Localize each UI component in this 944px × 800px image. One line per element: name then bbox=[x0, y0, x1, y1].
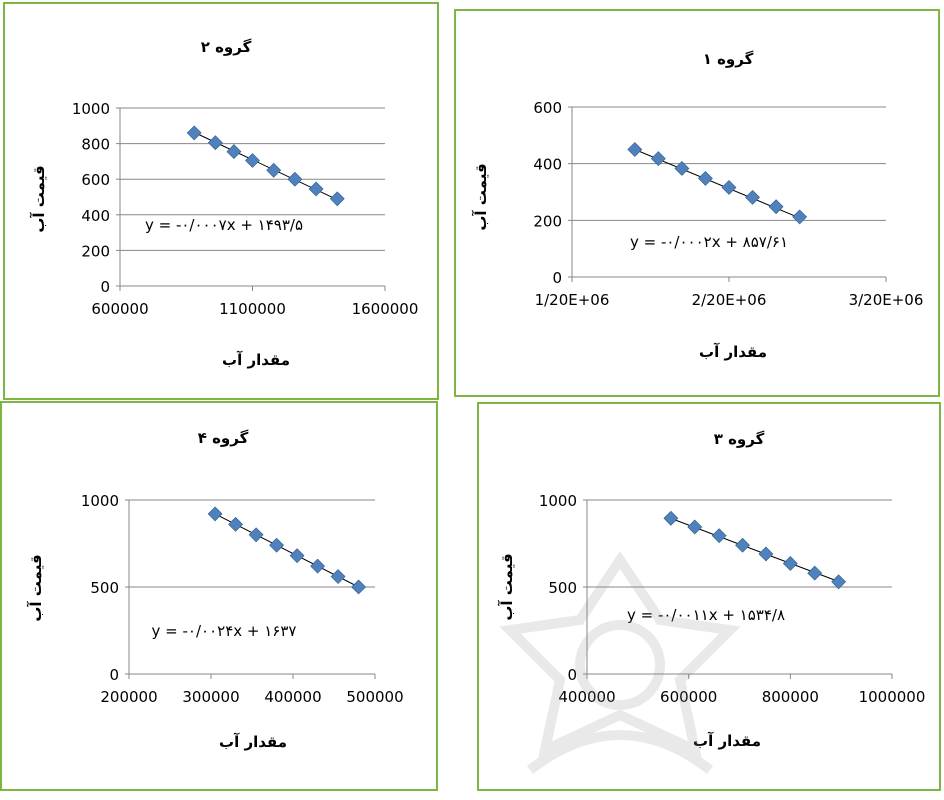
chart-group-4: گروه ۴ 0 500 1000 200000 300000 400000 500000 y … bbox=[27, 429, 404, 751]
y-tick-label: 1000 bbox=[72, 100, 110, 118]
y-axis-label: قیمت آب bbox=[30, 165, 48, 232]
data-point bbox=[721, 180, 737, 195]
data-point bbox=[207, 135, 223, 151]
x-axis-label: مقدار آب bbox=[219, 733, 287, 751]
chart-group-2: گروه ۲ 0 200 400 600 800 1000 600000 1100000 1600… bbox=[30, 38, 419, 369]
trendline-equation: y = -۰/۰۰۰۲x + ۸۵۷/۶۱ bbox=[630, 233, 788, 251]
y-tick-label: 0 bbox=[100, 278, 110, 296]
data-point bbox=[308, 181, 324, 197]
data-point bbox=[266, 162, 282, 178]
chart-panel-group-3: گروه ۳ 0 500 1000 400000 600000 800000 1000000 y… bbox=[477, 402, 941, 791]
data-point bbox=[663, 510, 679, 526]
y-axis-label: قیمت آب bbox=[472, 163, 490, 230]
trendline-equation: y = -۰/۰۰۱۱x + ۱۵۳۴/۸ bbox=[627, 606, 785, 624]
y-tick-label: 1000 bbox=[81, 492, 119, 510]
x-tick-label: 400000 bbox=[558, 688, 615, 706]
y-tick-label: 600 bbox=[533, 99, 562, 117]
chart-title: گروه ۱ bbox=[703, 50, 754, 68]
chart-panel-group-2: گروه ۲ 0 200 400 600 800 1000 600000 1100000 1600… bbox=[3, 2, 439, 400]
x-tick-label: 2/20E+06 bbox=[692, 291, 767, 309]
data-point bbox=[351, 579, 367, 595]
data-point bbox=[650, 151, 666, 166]
chart-group-1: گروه ۱ 0 200 400 600 1/20E+06 2/20E+06 3/20E+06… bbox=[472, 50, 924, 361]
data-point bbox=[310, 558, 326, 574]
x-tick-label: 600000 bbox=[660, 688, 717, 706]
data-point bbox=[758, 546, 774, 562]
x-tick-label: 200000 bbox=[100, 688, 157, 706]
y-tick-label: 400 bbox=[81, 207, 110, 225]
x-tick-label: 1000000 bbox=[859, 688, 926, 706]
data-point bbox=[735, 537, 750, 553]
chart-title: گروه ۴ bbox=[198, 429, 249, 447]
x-tick-label: 600000 bbox=[91, 300, 148, 318]
x-tick-label: 500000 bbox=[346, 688, 403, 706]
x-tick-label: 1600000 bbox=[352, 300, 419, 318]
chart-title: گروه ۲ bbox=[201, 38, 252, 56]
data-point bbox=[698, 170, 713, 186]
y-tick-label: 400 bbox=[533, 156, 562, 174]
y-tick-label: 200 bbox=[81, 242, 110, 260]
data-point bbox=[226, 144, 242, 160]
trendline-equation: y = -۰/۰۰۰۷x + ۱۴۹۳/۵ bbox=[145, 216, 303, 234]
x-tick-label: 800000 bbox=[762, 688, 819, 706]
x-tick-label: 3/20E+06 bbox=[849, 291, 924, 309]
data-point bbox=[207, 506, 223, 522]
data-point bbox=[330, 569, 346, 584]
data-point bbox=[792, 209, 808, 225]
chart-title: گروه ۳ bbox=[714, 430, 765, 448]
x-axis-label: مقدار آب bbox=[693, 732, 761, 750]
data-point bbox=[289, 548, 305, 564]
y-tick-label: 500 bbox=[548, 579, 577, 597]
data-point bbox=[329, 191, 345, 207]
chart-group-3: گروه ۳ 0 500 1000 400000 600000 800000 1000000 y… bbox=[498, 430, 926, 750]
chart-panel-group-1: گروه ۱ 0 200 400 600 1/20E+06 2/20E+06 3/20E+06… bbox=[454, 9, 940, 397]
y-tick-label: 0 bbox=[109, 666, 119, 684]
y-tick-label: 0 bbox=[567, 666, 577, 684]
data-point bbox=[248, 527, 264, 543]
data-point bbox=[186, 125, 202, 141]
data-point bbox=[745, 189, 760, 205]
x-axis-label: مقدار آب bbox=[699, 343, 767, 361]
x-tick-label: 1100000 bbox=[219, 300, 286, 318]
data-point bbox=[782, 556, 798, 571]
x-tick-label: 400000 bbox=[264, 688, 321, 706]
data-point bbox=[831, 574, 847, 590]
x-axis-label: مقدار آب bbox=[222, 351, 290, 369]
y-tick-label: 800 bbox=[81, 136, 110, 154]
data-point bbox=[687, 519, 703, 535]
data-point bbox=[674, 161, 690, 176]
x-tick-label: 1/20E+06 bbox=[535, 291, 610, 309]
data-point bbox=[768, 199, 784, 215]
y-tick-label: 600 bbox=[81, 171, 110, 189]
data-point bbox=[627, 142, 643, 157]
y-tick-label: 500 bbox=[90, 579, 119, 597]
data-point bbox=[269, 537, 285, 553]
x-tick-label: 300000 bbox=[182, 688, 239, 706]
data-point bbox=[711, 528, 727, 544]
data-point bbox=[287, 171, 303, 187]
data-point bbox=[228, 516, 244, 532]
y-axis-label: قیمت آب bbox=[27, 554, 45, 621]
chart-panel-group-4: گروه ۴ 0 500 1000 200000 300000 400000 500000 y … bbox=[0, 401, 438, 791]
watermark-logo bbox=[499, 550, 741, 774]
y-tick-label: 1000 bbox=[539, 492, 577, 510]
y-tick-label: 0 bbox=[552, 269, 562, 287]
trendline-equation: y = -۰/۰۰۲۴x + ۱۶۳۷ bbox=[152, 622, 297, 640]
data-point bbox=[807, 565, 823, 581]
y-tick-label: 200 bbox=[533, 212, 562, 230]
y-axis-label: قیمت آب bbox=[498, 553, 516, 620]
data-point bbox=[245, 153, 260, 168]
